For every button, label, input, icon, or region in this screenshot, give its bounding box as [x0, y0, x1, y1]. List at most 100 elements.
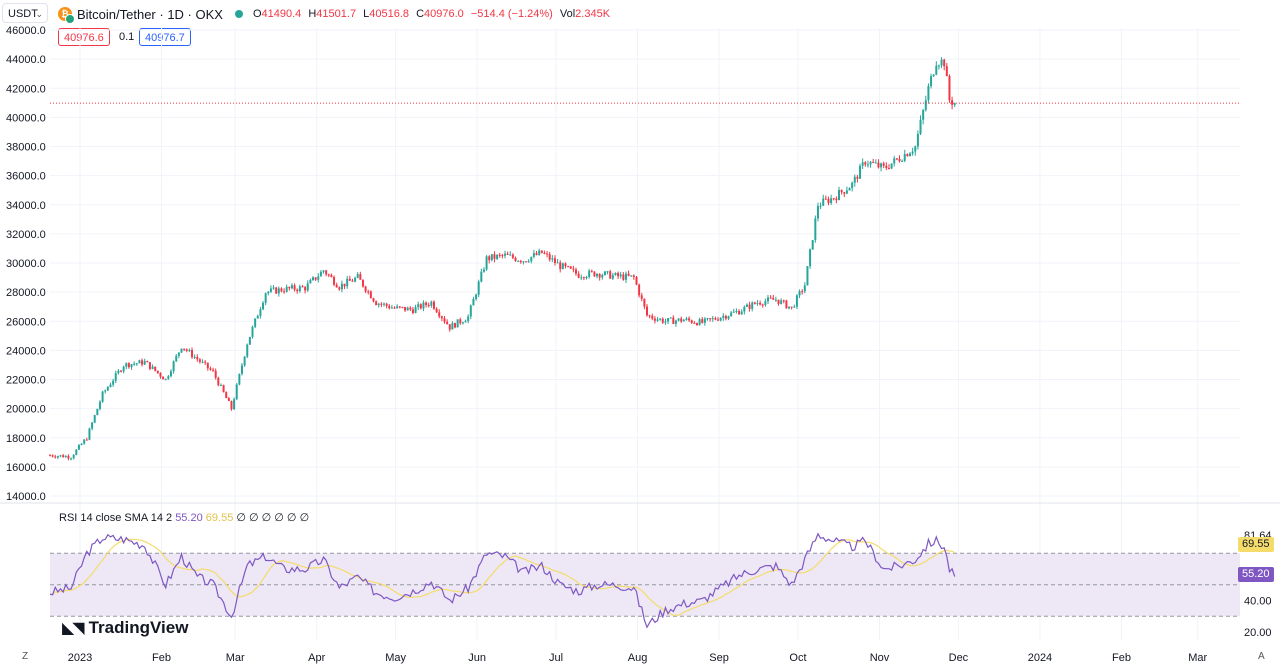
- candle-body: [756, 302, 759, 304]
- candle-body: [527, 261, 530, 263]
- candle-body: [701, 319, 704, 323]
- candle-body: [338, 287, 341, 290]
- candle-body: [198, 359, 201, 362]
- candle-body: [937, 65, 940, 67]
- time-tick-label: Mar: [1188, 652, 1207, 664]
- candle-body: [624, 273, 627, 280]
- candle-body: [209, 368, 212, 370]
- candle-body: [488, 256, 491, 261]
- candle-body: [219, 385, 222, 387]
- candle-body: [288, 286, 291, 289]
- chart-title[interactable]: Bitcoin/Tether · 1D · OKX: [77, 6, 223, 22]
- rsi-tick-label: 40.00: [1244, 596, 1272, 608]
- candle-body: [677, 318, 680, 321]
- auto-scale-button[interactable]: A: [1258, 651, 1265, 662]
- candle-body: [96, 408, 99, 416]
- candle-body: [688, 318, 691, 321]
- currency-selector[interactable]: USDT ⌄: [2, 3, 48, 23]
- candle-body: [945, 66, 948, 77]
- candle-body: [661, 318, 664, 323]
- candle-body: [853, 176, 856, 183]
- candle-body: [120, 370, 123, 372]
- candle-body: [138, 360, 141, 364]
- candle-body: [577, 273, 580, 278]
- rsi-legend[interactable]: RSI 14 close SMA 14 2 55.20 69.55 ∅ ∅ ∅ …: [59, 512, 310, 524]
- sell-price-button[interactable]: 40976.6: [58, 28, 110, 46]
- candle-body: [256, 315, 259, 319]
- candle-body: [785, 300, 788, 309]
- candle-body: [133, 363, 136, 365]
- candle-body: [375, 301, 378, 306]
- candle-body: [62, 455, 65, 458]
- candle-body: [622, 274, 625, 280]
- candle-body: [698, 319, 701, 326]
- candle-body: [514, 257, 517, 262]
- candle-body: [64, 456, 67, 458]
- price-tick-label: 38000.0: [6, 142, 46, 154]
- candle-body: [264, 293, 267, 303]
- candle-body: [333, 277, 336, 285]
- candle-body: [233, 399, 236, 410]
- candle-body: [717, 319, 720, 321]
- candle-body: [114, 373, 117, 381]
- timezone-toggle-button[interactable]: Z: [22, 651, 29, 662]
- candle-body: [248, 336, 251, 345]
- open-value: 41490.4: [261, 8, 302, 20]
- candle-body: [104, 390, 107, 392]
- candle-body: [806, 266, 809, 286]
- candle-body: [943, 59, 946, 67]
- candle-body: [396, 306, 399, 309]
- candle-body: [54, 456, 57, 458]
- candle-body: [275, 287, 278, 294]
- candle-body: [774, 299, 777, 301]
- candle-body: [919, 119, 922, 134]
- candle-body: [477, 281, 480, 295]
- candle-body: [585, 276, 588, 279]
- rsi-legend-extra: ∅ ∅ ∅ ∅ ∅ ∅: [236, 512, 310, 524]
- candle-body: [167, 376, 170, 379]
- candle-body: [877, 162, 880, 168]
- candle-body: [730, 312, 733, 317]
- price-tick-label: 26000.0: [6, 316, 46, 328]
- candle-body: [322, 270, 325, 272]
- candle-body: [246, 344, 249, 357]
- candle-body: [890, 163, 893, 169]
- candle-body: [498, 254, 501, 256]
- candle-body: [551, 258, 554, 260]
- candle-body: [903, 154, 906, 161]
- candle-body: [490, 254, 493, 261]
- candle-body: [269, 288, 272, 292]
- spread-value: 0.1: [119, 31, 135, 43]
- candle-body: [772, 298, 775, 300]
- candle-body: [225, 392, 228, 399]
- candle-body: [59, 455, 62, 457]
- candle-body: [398, 306, 401, 308]
- candle-body: [511, 254, 514, 258]
- candle-body: [98, 401, 101, 409]
- candle-body: [895, 158, 898, 160]
- tradingview-logo-icon: ◣◥: [62, 620, 85, 637]
- candle-body: [80, 443, 83, 446]
- candle-body: [343, 283, 346, 287]
- candle-body: [801, 291, 804, 293]
- buy-price-button[interactable]: 40976.7: [139, 28, 191, 46]
- candle-body: [435, 308, 438, 313]
- candle-body: [664, 321, 667, 323]
- candle-body: [188, 350, 191, 352]
- rsi-tick-label: 20.00: [1244, 627, 1272, 639]
- candle-body: [183, 348, 186, 350]
- candle-body: [635, 276, 638, 285]
- candle-body: [816, 206, 819, 219]
- candle-body: [432, 301, 435, 309]
- tradingview-logo[interactable]: ◣◥ TradingView: [62, 618, 189, 637]
- candle-body: [451, 323, 454, 330]
- rsi-sma-line: [49, 538, 955, 616]
- candle-body: [480, 271, 483, 282]
- candle-body: [70, 458, 73, 460]
- candle-body: [235, 384, 238, 400]
- rsi-line: [49, 532, 956, 629]
- candle-body: [788, 306, 791, 309]
- candle-body: [780, 300, 783, 304]
- candle-body: [672, 317, 675, 324]
